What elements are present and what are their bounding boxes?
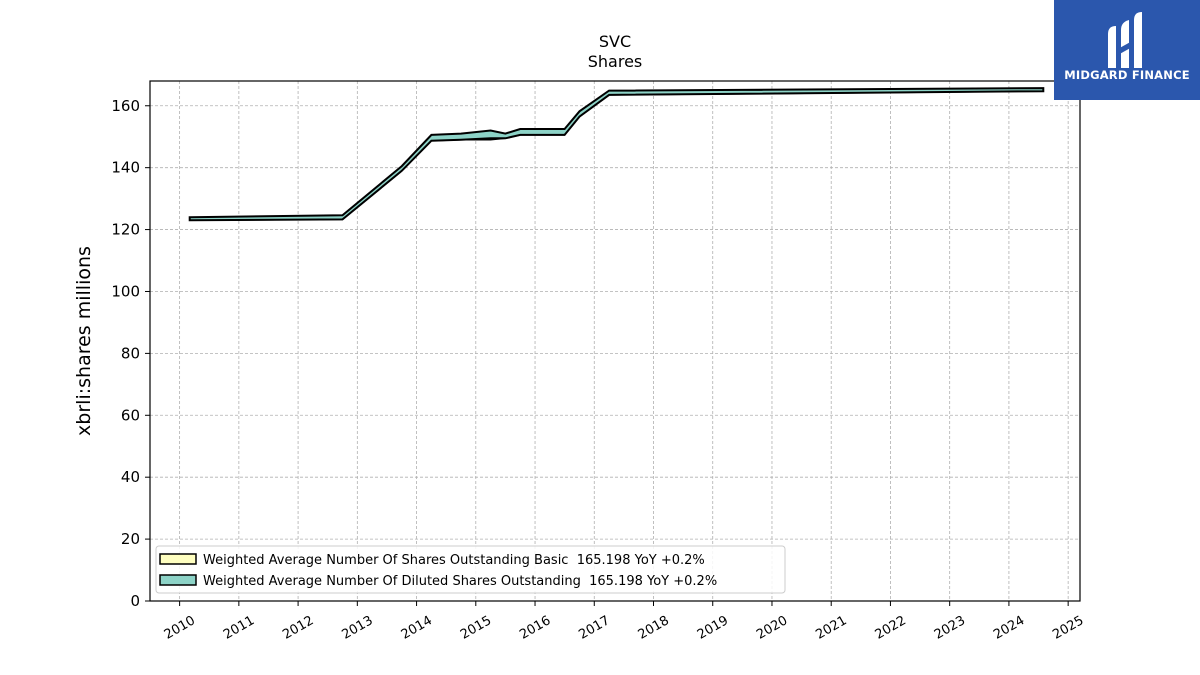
x-tick-label: 2011 bbox=[221, 613, 257, 643]
chart-title: SVC bbox=[599, 32, 631, 51]
x-tick-label: 2021 bbox=[813, 613, 849, 643]
x-tick-label: 2019 bbox=[695, 613, 731, 643]
x-tick-label: 2012 bbox=[280, 613, 316, 643]
y-tick-label: 100 bbox=[111, 282, 140, 300]
plot-frame bbox=[149, 80, 1081, 602]
grid bbox=[150, 81, 1080, 602]
series-basic-line bbox=[189, 90, 1044, 222]
legend: Weighted Average Number Of Shares Outsta… bbox=[155, 545, 786, 594]
x-tick-label: 2018 bbox=[636, 613, 672, 643]
x-tick-label: 2015 bbox=[458, 613, 494, 643]
logo-mark-icon bbox=[1108, 12, 1142, 68]
legend-swatch bbox=[159, 553, 197, 565]
y-tick-label: 140 bbox=[111, 159, 140, 177]
x-tick-label: 2023 bbox=[932, 613, 968, 643]
x-tick-label: 2022 bbox=[873, 613, 909, 643]
series-layer bbox=[188, 87, 1045, 222]
logo-text: MIDGARD FINANCE bbox=[1064, 68, 1190, 82]
y-tick-label: 20 bbox=[121, 530, 140, 548]
legend-box bbox=[155, 545, 786, 594]
chart-subtitle: Shares bbox=[588, 52, 643, 71]
y-tick-label: 160 bbox=[111, 97, 140, 115]
y-tick-label: 60 bbox=[121, 406, 140, 424]
legend-label: Weighted Average Number Of Shares Outsta… bbox=[203, 553, 705, 568]
series-diluted-band bbox=[188, 87, 1045, 222]
y-tick-label: 120 bbox=[111, 221, 140, 239]
x-tick-label: 2017 bbox=[576, 613, 612, 643]
y-tick-label: 0 bbox=[130, 592, 140, 610]
x-tick-label: 2010 bbox=[162, 613, 198, 643]
x-tick-label: 2014 bbox=[399, 613, 435, 643]
x-tick-label: 2024 bbox=[991, 613, 1027, 643]
x-tick-label: 2013 bbox=[339, 613, 375, 643]
x-tick-label: 2020 bbox=[754, 613, 790, 643]
y-tick-label: 40 bbox=[121, 468, 140, 486]
x-tick-label: 2025 bbox=[1050, 613, 1086, 643]
legend-label: Weighted Average Number Of Diluted Share… bbox=[203, 574, 717, 589]
x-tick-label: 2016 bbox=[517, 613, 553, 643]
y-axis-label: xbrli:shares millions bbox=[73, 246, 95, 436]
y-tick-label: 80 bbox=[121, 344, 140, 362]
midgard-finance-logo: MIDGARD FINANCE bbox=[1054, 0, 1200, 100]
legend-swatch bbox=[159, 574, 197, 586]
